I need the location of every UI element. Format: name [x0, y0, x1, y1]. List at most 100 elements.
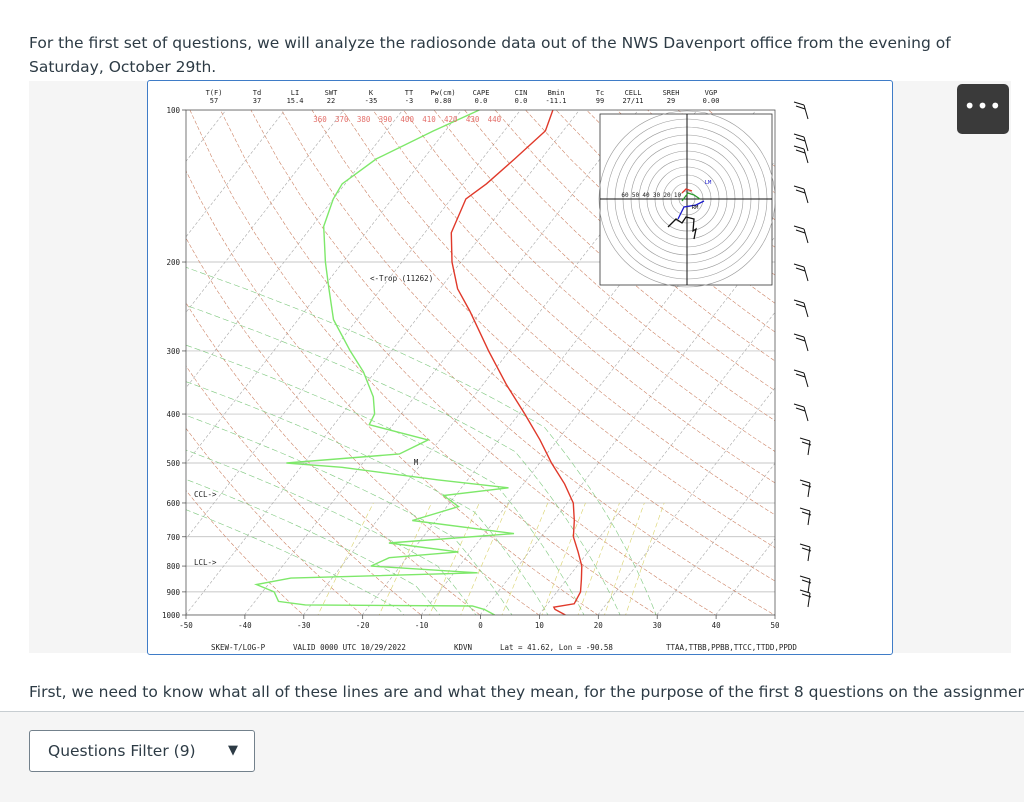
temperature-tick-label: -40 [238, 621, 252, 630]
dry-adiabat-line [311, 110, 775, 548]
isotherm-line [244, 110, 639, 615]
theta-e-label: 360 [313, 115, 327, 124]
wind-barb-flag [793, 369, 805, 374]
wind-barb-flag [793, 333, 805, 338]
wind-barb-flag [801, 441, 812, 446]
pressure-tick-label: 500 [166, 459, 180, 468]
wind-barb-staff [803, 336, 809, 352]
index-name: SREH [663, 89, 680, 97]
wind-barb-flag [795, 373, 806, 378]
pressure-tick-label: 600 [166, 499, 180, 508]
mixing-ratio-line [460, 502, 510, 615]
theta-e-label: 420 [444, 115, 458, 124]
wind-barb-flag [799, 437, 811, 442]
dry-adiabat-line [281, 110, 775, 582]
footer-bar: Questions Filter (9) ▼ [0, 712, 1024, 802]
index-name: SWT [325, 89, 338, 97]
dry-adiabat-line [186, 237, 540, 615]
temperature-tick-label: 20 [594, 621, 604, 630]
wind-barb-flag [795, 105, 806, 110]
moist-adiabat-line [186, 381, 549, 615]
wind-barb-flag [795, 229, 806, 234]
wind-barb-staff [803, 104, 809, 120]
isotherm-line [186, 110, 580, 615]
wind-barb-staff [807, 482, 811, 498]
index-name: CIN [515, 89, 528, 97]
wind-barb-flag [795, 303, 806, 308]
wind-barb-flag [799, 479, 811, 484]
index-value: 22 [327, 97, 335, 105]
index-value: 0.0 [515, 97, 528, 105]
theta-e-label: 410 [422, 115, 436, 124]
dry-adiabat-line [186, 490, 304, 615]
wind-barb-flag [799, 543, 811, 548]
wind-barb-staff [807, 592, 811, 608]
dry-adiabat-line [342, 110, 775, 516]
dry-adiabat-line [464, 110, 775, 391]
index-name: CAPE [473, 89, 490, 97]
theta-e-label: 390 [379, 115, 393, 124]
wind-barb-staff [803, 372, 809, 388]
wind-barb-flag [795, 407, 806, 412]
isotherm-line [597, 387, 775, 615]
dry-adiabat-line [250, 110, 775, 615]
wind-barb-flag [793, 101, 805, 106]
wind-barb-staff [803, 228, 809, 244]
temperature-tick-label: 50 [770, 621, 780, 630]
m-marker-label: M [414, 458, 419, 467]
pressure-tick-label: 300 [166, 347, 180, 356]
moist-adiabat-line [186, 305, 621, 615]
footer-codes: TTAA,TTBB,PPBB,TTCC,TTDD,PPDD [666, 643, 797, 652]
wind-barb-flag [801, 483, 812, 488]
footer-valid: VALID 0000 UTC 10/29/2022 [293, 643, 406, 652]
index-name: CELL [625, 89, 642, 97]
wind-barb-flag [795, 149, 806, 154]
wind-barb-flag [799, 589, 811, 594]
temperature-tick-label: 0 [478, 621, 483, 630]
index-value: -11.1 [545, 97, 566, 105]
index-value: 37 [253, 97, 261, 105]
index-value: 99 [596, 97, 604, 105]
wind-barb-flag [793, 185, 805, 190]
dry-adiabat-line [494, 110, 775, 362]
wind-barb-flag [793, 299, 805, 304]
questions-filter-button[interactable]: Questions Filter (9) ▼ [29, 730, 255, 772]
hodograph-trace-low [667, 216, 697, 240]
hodograph-ring-label: 10 [674, 192, 682, 199]
dry-adiabat-line [186, 365, 422, 615]
index-value: 15.4 [287, 97, 304, 105]
theta-e-label: 370 [335, 115, 349, 124]
temperature-tick-label: -20 [356, 621, 370, 630]
temperature-tick-label: -30 [297, 621, 311, 630]
hodograph-ring-label: 60 [621, 192, 629, 199]
isotherm-line [186, 110, 227, 162]
plot-layer [186, 110, 775, 615]
hodograph-ring-label: 50 [632, 192, 640, 199]
dewpoint-profile [253, 110, 515, 615]
wind-barb-flag [793, 403, 805, 408]
dry-adiabat-line [433, 110, 775, 422]
index-name: VGP [705, 89, 718, 97]
pressure-tick-label: 800 [166, 562, 180, 571]
wind-barb-flag [799, 575, 811, 580]
more-options-button[interactable]: ••• [957, 84, 1009, 134]
index-name: Tc [596, 89, 604, 97]
wind-barb-flag [793, 263, 805, 268]
wind-barb-staff [803, 302, 809, 318]
temperature-tick-label: 40 [712, 621, 722, 630]
skewt-figure[interactable]: 100 200 300 400 500 600 700 800 900 1000 360 370 380… [147, 80, 893, 655]
temperature-tick-label: -10 [415, 621, 429, 630]
hodograph-ring-label: 20 [663, 192, 671, 199]
mixing-ratio-line [378, 502, 432, 615]
dry-adiabat-line [186, 170, 599, 615]
wind-barb-flag [795, 189, 806, 194]
moist-adiabat-line [186, 267, 657, 615]
hodograph-trace-upper [681, 192, 701, 202]
footer-station: KDVN [454, 643, 472, 652]
wind-barb-staff [803, 266, 809, 282]
moist-adiabat-line [186, 479, 441, 615]
index-value: 57 [210, 97, 218, 105]
wind-barb-flag [793, 225, 805, 230]
mixing-ratio-line [541, 502, 586, 615]
moist-adiabat-line [186, 414, 513, 615]
